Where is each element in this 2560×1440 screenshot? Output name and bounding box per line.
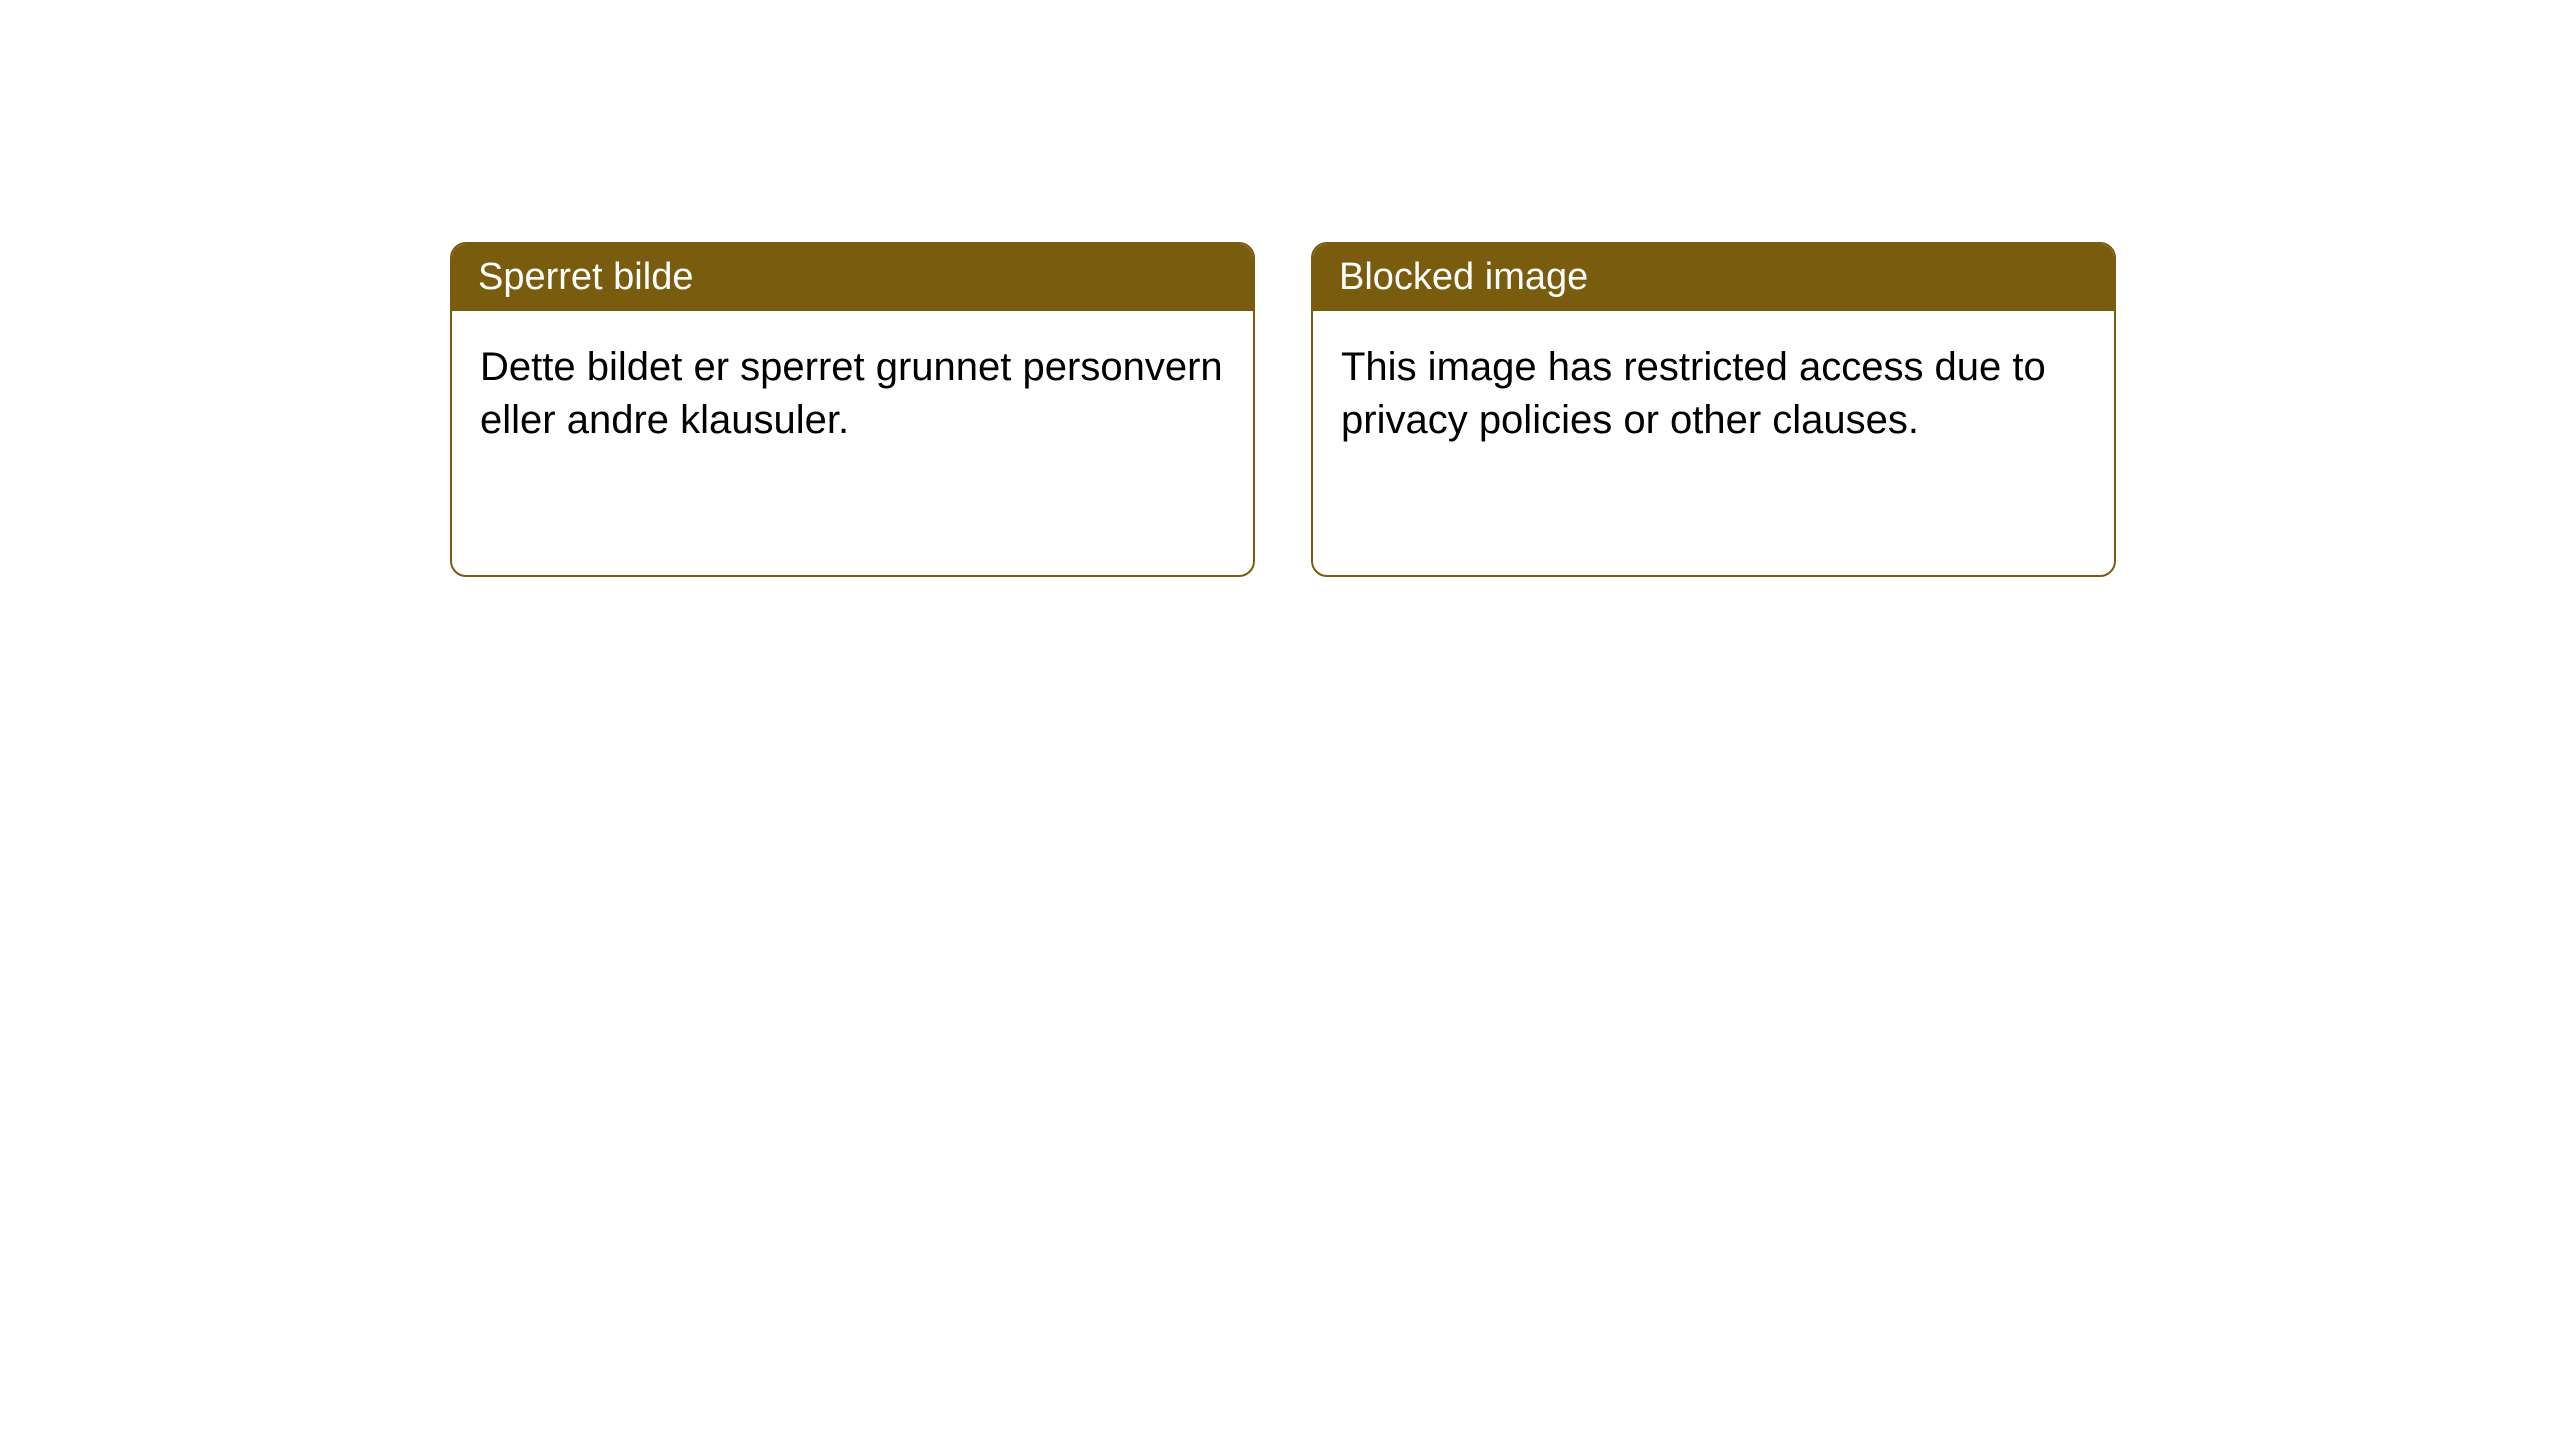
notice-box-english: Blocked image This image has restricted … [1311, 242, 2116, 577]
notice-container: Sperret bilde Dette bildet er sperret gr… [0, 0, 2560, 577]
notice-title-norwegian: Sperret bilde [452, 244, 1253, 311]
notice-box-norwegian: Sperret bilde Dette bildet er sperret gr… [450, 242, 1255, 577]
notice-body-english: This image has restricted access due to … [1313, 311, 2114, 477]
notice-body-norwegian: Dette bildet er sperret grunnet personve… [452, 311, 1253, 477]
notice-title-english: Blocked image [1313, 244, 2114, 311]
